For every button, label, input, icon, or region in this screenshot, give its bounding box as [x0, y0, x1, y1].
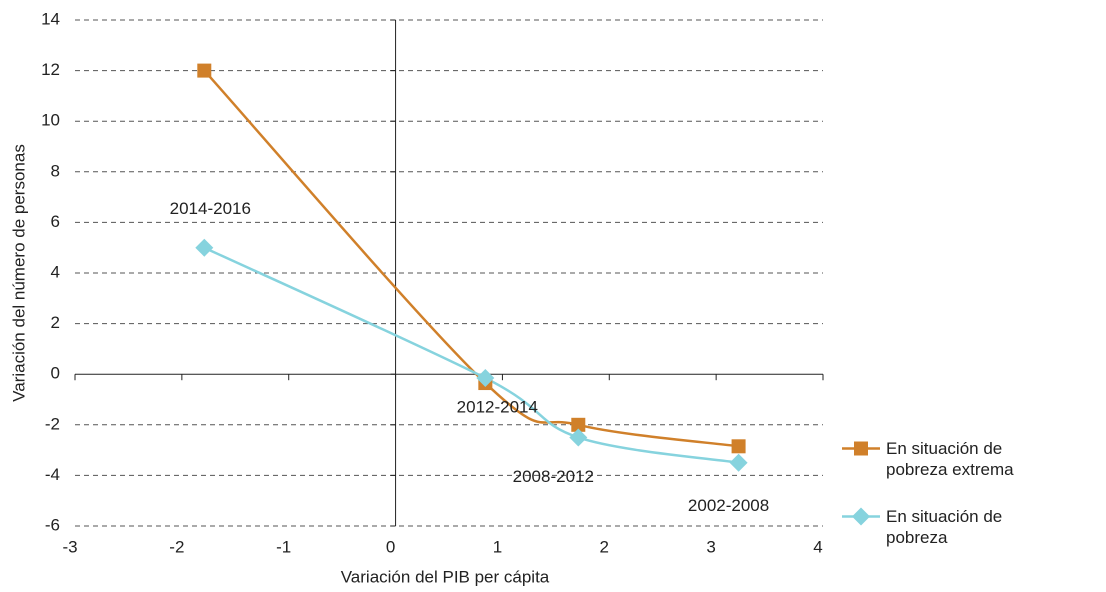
x-tick-label: -2: [169, 537, 184, 556]
legend-marker: [852, 507, 870, 526]
series-line: [203, 246, 739, 464]
point-label: 2002-2008: [688, 496, 769, 515]
point-label: 2008-2012: [513, 467, 594, 486]
y-tick-label: 8: [51, 161, 60, 180]
marker: [571, 417, 586, 432]
x-tick-label: 0: [386, 537, 395, 556]
series-line: [203, 69, 739, 448]
legend-label: En situación de pobreza extrema: [886, 439, 1014, 479]
marker: [569, 428, 588, 447]
x-tick-label: -3: [62, 537, 77, 556]
marker: [197, 63, 212, 78]
y-tick-label: -2: [45, 414, 60, 433]
x-axis-title: Variación del PIB per cápita: [341, 567, 550, 586]
point-label: 2012-2014: [457, 397, 538, 416]
y-tick-label: 12: [41, 60, 60, 79]
marker: [476, 368, 495, 387]
legend-symbol: [842, 441, 880, 456]
y-tick-label: 2: [51, 313, 60, 332]
y-tick-label: -4: [45, 465, 60, 484]
point-label: 2014-2016: [170, 199, 251, 218]
legend-marker: [854, 441, 868, 456]
y-tick-label: 4: [51, 262, 60, 281]
legend-label: En situación de pobreza: [886, 507, 1003, 547]
x-tick-label: -1: [276, 537, 291, 556]
marker: [729, 453, 748, 472]
chart: Variación del PIB per cápita Variación d…: [9, 9, 824, 586]
marker: [731, 439, 746, 454]
legend-item: En situación de pobreza: [842, 506, 1102, 548]
legend-symbol: [842, 507, 880, 526]
y-tick-label: -6: [45, 515, 60, 534]
y-tick-label: 14: [41, 9, 60, 28]
y-axis-title: Variación del número de personas: [9, 144, 28, 402]
legend-item: En situación de pobreza extrema: [842, 438, 1102, 480]
x-tick-label: 3: [706, 537, 715, 556]
x-tick-label: 1: [493, 537, 502, 556]
y-tick-label: 6: [51, 212, 60, 231]
marker: [195, 238, 214, 257]
x-tick-label: 2: [600, 537, 609, 556]
x-tick-label: 4: [813, 537, 822, 556]
y-tick-label: 10: [41, 111, 60, 130]
y-tick-label: 0: [51, 364, 60, 383]
